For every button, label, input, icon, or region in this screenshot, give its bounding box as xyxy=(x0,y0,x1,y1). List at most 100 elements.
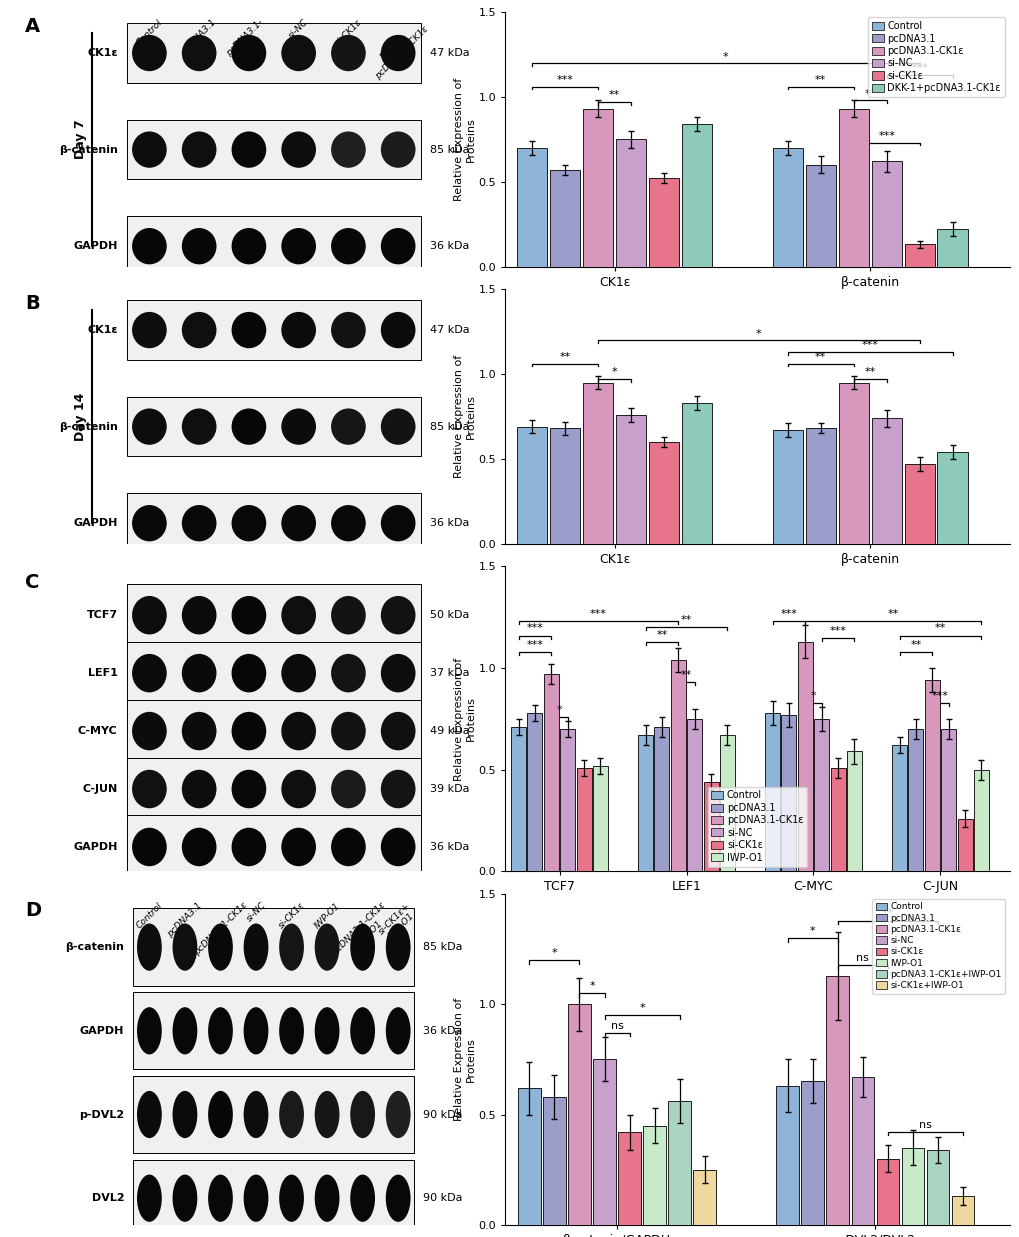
Bar xyxy=(936,452,967,543)
Text: Day 14: Day 14 xyxy=(73,392,87,440)
Bar xyxy=(957,819,971,871)
Bar xyxy=(838,382,868,543)
Text: ***: *** xyxy=(910,63,927,73)
Bar xyxy=(543,674,558,871)
Text: **: ** xyxy=(814,75,825,85)
Text: pcDNA3.1-
CK1ε: pcDNA3.1- CK1ε xyxy=(225,17,272,66)
Ellipse shape xyxy=(181,711,216,751)
Bar xyxy=(825,976,848,1225)
Ellipse shape xyxy=(131,828,166,866)
Text: β-catenin: β-catenin xyxy=(59,145,117,155)
Text: **: ** xyxy=(559,353,571,362)
Ellipse shape xyxy=(172,1091,197,1138)
Ellipse shape xyxy=(244,1007,268,1054)
Ellipse shape xyxy=(331,769,366,808)
Ellipse shape xyxy=(131,131,166,168)
Bar xyxy=(671,659,685,871)
Bar xyxy=(846,751,861,871)
Ellipse shape xyxy=(137,1007,162,1054)
Ellipse shape xyxy=(281,596,316,635)
FancyBboxPatch shape xyxy=(126,642,420,705)
Bar xyxy=(908,729,922,871)
Text: 47 kDa: 47 kDa xyxy=(429,325,469,335)
Text: DVL2: DVL2 xyxy=(92,1194,124,1204)
Bar xyxy=(527,713,542,871)
Text: C-JUN: C-JUN xyxy=(83,784,117,794)
Ellipse shape xyxy=(315,1091,339,1138)
Text: 47 kDa: 47 kDa xyxy=(429,48,469,58)
Text: si-CK1ε+
IWP-O1: si-CK1ε+ IWP-O1 xyxy=(377,901,419,944)
Bar xyxy=(801,1081,823,1225)
Ellipse shape xyxy=(331,35,366,72)
Ellipse shape xyxy=(385,1007,411,1054)
Text: **: ** xyxy=(909,640,920,649)
Text: 36 kDa: 36 kDa xyxy=(429,241,469,251)
Ellipse shape xyxy=(279,1175,304,1222)
Bar xyxy=(924,680,938,871)
Ellipse shape xyxy=(380,35,415,72)
Ellipse shape xyxy=(385,924,411,971)
Bar xyxy=(925,1149,949,1225)
Ellipse shape xyxy=(137,1091,162,1138)
Ellipse shape xyxy=(172,1007,197,1054)
Ellipse shape xyxy=(181,131,216,168)
Text: C-MYC: C-MYC xyxy=(77,726,117,736)
FancyBboxPatch shape xyxy=(126,757,420,820)
FancyBboxPatch shape xyxy=(126,120,420,179)
FancyBboxPatch shape xyxy=(126,700,420,762)
Ellipse shape xyxy=(279,924,304,971)
Bar xyxy=(764,713,780,871)
Bar xyxy=(542,1097,566,1225)
Bar xyxy=(643,1126,665,1225)
Ellipse shape xyxy=(380,505,415,542)
Text: GAPDH: GAPDH xyxy=(73,241,117,251)
Ellipse shape xyxy=(181,408,216,445)
Ellipse shape xyxy=(231,828,266,866)
Text: **: ** xyxy=(681,615,692,626)
Ellipse shape xyxy=(131,711,166,751)
Text: B: B xyxy=(25,294,40,313)
Text: *: * xyxy=(755,329,761,339)
Bar xyxy=(681,403,711,543)
Text: Control: Control xyxy=(135,901,164,930)
Ellipse shape xyxy=(380,828,415,866)
Text: ***: *** xyxy=(780,610,797,620)
FancyBboxPatch shape xyxy=(126,397,420,456)
Text: **: ** xyxy=(655,630,666,640)
Text: 85 kDa: 85 kDa xyxy=(429,145,469,155)
Text: **: ** xyxy=(934,623,946,633)
Bar xyxy=(549,169,580,266)
FancyBboxPatch shape xyxy=(126,24,420,83)
Text: si-NC: si-NC xyxy=(245,901,267,924)
Text: **: ** xyxy=(864,89,875,99)
Text: si-NC: si-NC xyxy=(287,17,310,41)
Bar xyxy=(781,715,796,871)
Bar xyxy=(592,766,607,871)
Ellipse shape xyxy=(281,505,316,542)
Bar xyxy=(615,414,646,543)
Ellipse shape xyxy=(281,312,316,349)
Text: D: D xyxy=(25,901,41,920)
Text: ***: *** xyxy=(828,626,846,636)
Text: **: ** xyxy=(881,908,893,919)
Text: 90 kDa: 90 kDa xyxy=(423,1194,463,1204)
Text: GAPDH: GAPDH xyxy=(73,842,117,852)
Ellipse shape xyxy=(331,654,366,693)
Ellipse shape xyxy=(181,596,216,635)
Bar xyxy=(511,727,526,871)
Text: CK1ε: CK1ε xyxy=(87,48,117,58)
Text: *: * xyxy=(551,948,556,959)
FancyBboxPatch shape xyxy=(126,301,420,360)
Ellipse shape xyxy=(231,711,266,751)
FancyBboxPatch shape xyxy=(133,1159,414,1237)
Text: CK1ε: CK1ε xyxy=(87,325,117,335)
Bar xyxy=(667,1101,690,1225)
Text: β-catenin: β-catenin xyxy=(65,943,124,952)
Ellipse shape xyxy=(315,1175,339,1222)
Text: pcDNA3.1: pcDNA3.1 xyxy=(166,901,204,939)
Ellipse shape xyxy=(208,1007,232,1054)
Ellipse shape xyxy=(315,924,339,971)
Bar xyxy=(772,430,802,543)
Text: *: * xyxy=(809,927,815,936)
Text: **: ** xyxy=(681,670,692,680)
